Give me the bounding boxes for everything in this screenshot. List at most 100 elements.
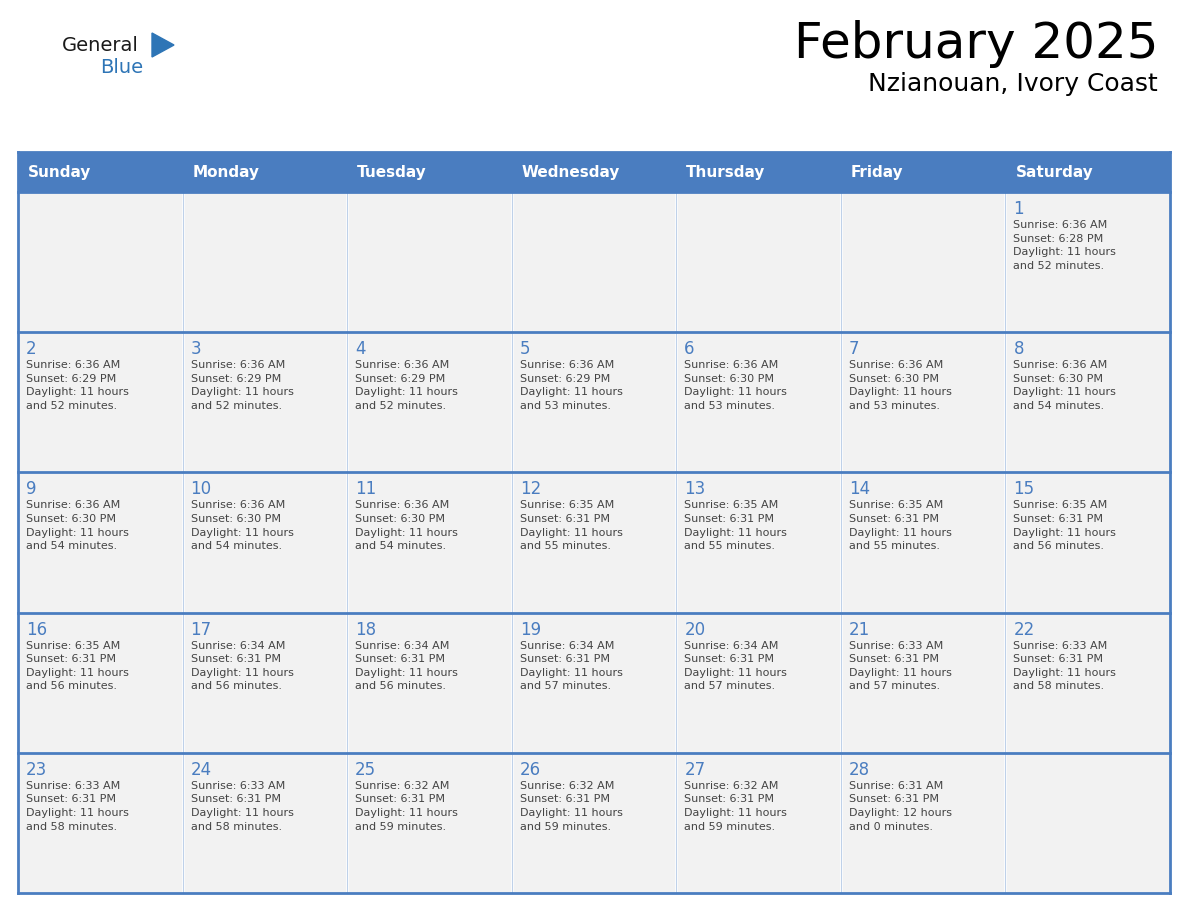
- Text: Sunrise: 6:33 AM
Sunset: 6:31 PM
Daylight: 11 hours
and 57 minutes.: Sunrise: 6:33 AM Sunset: 6:31 PM Dayligh…: [849, 641, 952, 691]
- FancyBboxPatch shape: [841, 753, 1005, 893]
- FancyBboxPatch shape: [676, 753, 841, 893]
- Text: Sunrise: 6:34 AM
Sunset: 6:31 PM
Daylight: 11 hours
and 57 minutes.: Sunrise: 6:34 AM Sunset: 6:31 PM Dayligh…: [519, 641, 623, 691]
- Text: 15: 15: [1013, 480, 1035, 498]
- Text: Sunrise: 6:34 AM
Sunset: 6:31 PM
Daylight: 11 hours
and 56 minutes.: Sunrise: 6:34 AM Sunset: 6:31 PM Dayligh…: [190, 641, 293, 691]
- Text: Tuesday: Tuesday: [358, 164, 426, 180]
- Text: 26: 26: [519, 761, 541, 778]
- FancyBboxPatch shape: [183, 192, 347, 332]
- FancyBboxPatch shape: [183, 753, 347, 893]
- Text: Sunrise: 6:36 AM
Sunset: 6:29 PM
Daylight: 11 hours
and 52 minutes.: Sunrise: 6:36 AM Sunset: 6:29 PM Dayligh…: [355, 360, 459, 411]
- Text: 18: 18: [355, 621, 377, 639]
- Text: Sunrise: 6:36 AM
Sunset: 6:29 PM
Daylight: 11 hours
and 52 minutes.: Sunrise: 6:36 AM Sunset: 6:29 PM Dayligh…: [26, 360, 128, 411]
- FancyBboxPatch shape: [18, 152, 1170, 192]
- Text: 2: 2: [26, 341, 37, 358]
- FancyBboxPatch shape: [676, 612, 841, 753]
- FancyBboxPatch shape: [841, 473, 1005, 612]
- Text: 22: 22: [1013, 621, 1035, 639]
- Text: Sunrise: 6:36 AM
Sunset: 6:30 PM
Daylight: 11 hours
and 54 minutes.: Sunrise: 6:36 AM Sunset: 6:30 PM Dayligh…: [355, 500, 459, 551]
- Text: Sunrise: 6:36 AM
Sunset: 6:30 PM
Daylight: 11 hours
and 54 minutes.: Sunrise: 6:36 AM Sunset: 6:30 PM Dayligh…: [26, 500, 128, 551]
- Text: 10: 10: [190, 480, 211, 498]
- FancyBboxPatch shape: [183, 612, 347, 753]
- Text: 24: 24: [190, 761, 211, 778]
- FancyBboxPatch shape: [676, 192, 841, 332]
- Text: 19: 19: [519, 621, 541, 639]
- Text: Thursday: Thursday: [687, 164, 765, 180]
- FancyBboxPatch shape: [841, 612, 1005, 753]
- FancyBboxPatch shape: [347, 473, 512, 612]
- FancyBboxPatch shape: [1005, 332, 1170, 473]
- Text: 25: 25: [355, 761, 377, 778]
- Text: February 2025: February 2025: [794, 20, 1158, 68]
- Text: Sunrise: 6:32 AM
Sunset: 6:31 PM
Daylight: 11 hours
and 59 minutes.: Sunrise: 6:32 AM Sunset: 6:31 PM Dayligh…: [519, 781, 623, 832]
- Text: 1: 1: [1013, 200, 1024, 218]
- Text: Saturday: Saturday: [1016, 164, 1093, 180]
- Polygon shape: [152, 33, 173, 57]
- FancyBboxPatch shape: [512, 753, 676, 893]
- Text: 17: 17: [190, 621, 211, 639]
- Text: Sunrise: 6:36 AM
Sunset: 6:28 PM
Daylight: 11 hours
and 52 minutes.: Sunrise: 6:36 AM Sunset: 6:28 PM Dayligh…: [1013, 220, 1117, 271]
- Text: 7: 7: [849, 341, 859, 358]
- Text: 20: 20: [684, 621, 706, 639]
- Text: 28: 28: [849, 761, 870, 778]
- Text: Sunrise: 6:35 AM
Sunset: 6:31 PM
Daylight: 11 hours
and 56 minutes.: Sunrise: 6:35 AM Sunset: 6:31 PM Dayligh…: [26, 641, 128, 691]
- Text: 11: 11: [355, 480, 377, 498]
- FancyBboxPatch shape: [676, 332, 841, 473]
- Text: Sunrise: 6:34 AM
Sunset: 6:31 PM
Daylight: 11 hours
and 57 minutes.: Sunrise: 6:34 AM Sunset: 6:31 PM Dayligh…: [684, 641, 788, 691]
- Text: Sunrise: 6:32 AM
Sunset: 6:31 PM
Daylight: 11 hours
and 59 minutes.: Sunrise: 6:32 AM Sunset: 6:31 PM Dayligh…: [355, 781, 459, 832]
- FancyBboxPatch shape: [347, 332, 512, 473]
- FancyBboxPatch shape: [18, 332, 183, 473]
- Text: Sunrise: 6:36 AM
Sunset: 6:30 PM
Daylight: 11 hours
and 54 minutes.: Sunrise: 6:36 AM Sunset: 6:30 PM Dayligh…: [1013, 360, 1117, 411]
- Text: Sunrise: 6:33 AM
Sunset: 6:31 PM
Daylight: 11 hours
and 58 minutes.: Sunrise: 6:33 AM Sunset: 6:31 PM Dayligh…: [1013, 641, 1117, 691]
- Text: Sunrise: 6:36 AM
Sunset: 6:29 PM
Daylight: 11 hours
and 53 minutes.: Sunrise: 6:36 AM Sunset: 6:29 PM Dayligh…: [519, 360, 623, 411]
- FancyBboxPatch shape: [512, 192, 676, 332]
- Text: Sunrise: 6:35 AM
Sunset: 6:31 PM
Daylight: 11 hours
and 55 minutes.: Sunrise: 6:35 AM Sunset: 6:31 PM Dayligh…: [684, 500, 788, 551]
- FancyBboxPatch shape: [347, 192, 512, 332]
- FancyBboxPatch shape: [18, 473, 183, 612]
- FancyBboxPatch shape: [676, 473, 841, 612]
- Text: 16: 16: [26, 621, 48, 639]
- FancyBboxPatch shape: [1005, 192, 1170, 332]
- Text: Sunrise: 6:35 AM
Sunset: 6:31 PM
Daylight: 11 hours
and 55 minutes.: Sunrise: 6:35 AM Sunset: 6:31 PM Dayligh…: [849, 500, 952, 551]
- FancyBboxPatch shape: [512, 332, 676, 473]
- Text: Sunrise: 6:33 AM
Sunset: 6:31 PM
Daylight: 11 hours
and 58 minutes.: Sunrise: 6:33 AM Sunset: 6:31 PM Dayligh…: [190, 781, 293, 832]
- Text: Wednesday: Wednesday: [522, 164, 620, 180]
- Text: Sunrise: 6:35 AM
Sunset: 6:31 PM
Daylight: 11 hours
and 55 minutes.: Sunrise: 6:35 AM Sunset: 6:31 PM Dayligh…: [519, 500, 623, 551]
- Text: Friday: Friday: [851, 164, 904, 180]
- FancyBboxPatch shape: [841, 192, 1005, 332]
- Text: 14: 14: [849, 480, 870, 498]
- FancyBboxPatch shape: [1005, 612, 1170, 753]
- Text: 4: 4: [355, 341, 366, 358]
- Text: Blue: Blue: [100, 58, 143, 77]
- Text: Sunrise: 6:36 AM
Sunset: 6:30 PM
Daylight: 11 hours
and 53 minutes.: Sunrise: 6:36 AM Sunset: 6:30 PM Dayligh…: [684, 360, 788, 411]
- Text: 6: 6: [684, 341, 695, 358]
- Text: Sunday: Sunday: [29, 164, 91, 180]
- FancyBboxPatch shape: [841, 332, 1005, 473]
- Text: Sunrise: 6:32 AM
Sunset: 6:31 PM
Daylight: 11 hours
and 59 minutes.: Sunrise: 6:32 AM Sunset: 6:31 PM Dayligh…: [684, 781, 788, 832]
- FancyBboxPatch shape: [1005, 473, 1170, 612]
- Text: Sunrise: 6:33 AM
Sunset: 6:31 PM
Daylight: 11 hours
and 58 minutes.: Sunrise: 6:33 AM Sunset: 6:31 PM Dayligh…: [26, 781, 128, 832]
- Text: Sunrise: 6:31 AM
Sunset: 6:31 PM
Daylight: 12 hours
and 0 minutes.: Sunrise: 6:31 AM Sunset: 6:31 PM Dayligh…: [849, 781, 952, 832]
- Text: 23: 23: [26, 761, 48, 778]
- Text: 27: 27: [684, 761, 706, 778]
- Text: 21: 21: [849, 621, 870, 639]
- Text: Sunrise: 6:36 AM
Sunset: 6:29 PM
Daylight: 11 hours
and 52 minutes.: Sunrise: 6:36 AM Sunset: 6:29 PM Dayligh…: [190, 360, 293, 411]
- Text: General: General: [62, 36, 139, 55]
- Text: 9: 9: [26, 480, 37, 498]
- FancyBboxPatch shape: [1005, 753, 1170, 893]
- FancyBboxPatch shape: [347, 753, 512, 893]
- Text: 13: 13: [684, 480, 706, 498]
- Text: 5: 5: [519, 341, 530, 358]
- FancyBboxPatch shape: [18, 192, 183, 332]
- Text: Sunrise: 6:36 AM
Sunset: 6:30 PM
Daylight: 11 hours
and 54 minutes.: Sunrise: 6:36 AM Sunset: 6:30 PM Dayligh…: [190, 500, 293, 551]
- FancyBboxPatch shape: [347, 612, 512, 753]
- FancyBboxPatch shape: [18, 612, 183, 753]
- Text: Sunrise: 6:34 AM
Sunset: 6:31 PM
Daylight: 11 hours
and 56 minutes.: Sunrise: 6:34 AM Sunset: 6:31 PM Dayligh…: [355, 641, 459, 691]
- FancyBboxPatch shape: [183, 473, 347, 612]
- Text: 12: 12: [519, 480, 541, 498]
- Text: 8: 8: [1013, 341, 1024, 358]
- Text: Sunrise: 6:36 AM
Sunset: 6:30 PM
Daylight: 11 hours
and 53 minutes.: Sunrise: 6:36 AM Sunset: 6:30 PM Dayligh…: [849, 360, 952, 411]
- FancyBboxPatch shape: [512, 612, 676, 753]
- FancyBboxPatch shape: [18, 753, 183, 893]
- Text: Monday: Monday: [192, 164, 259, 180]
- Text: Nzianouan, Ivory Coast: Nzianouan, Ivory Coast: [868, 72, 1158, 96]
